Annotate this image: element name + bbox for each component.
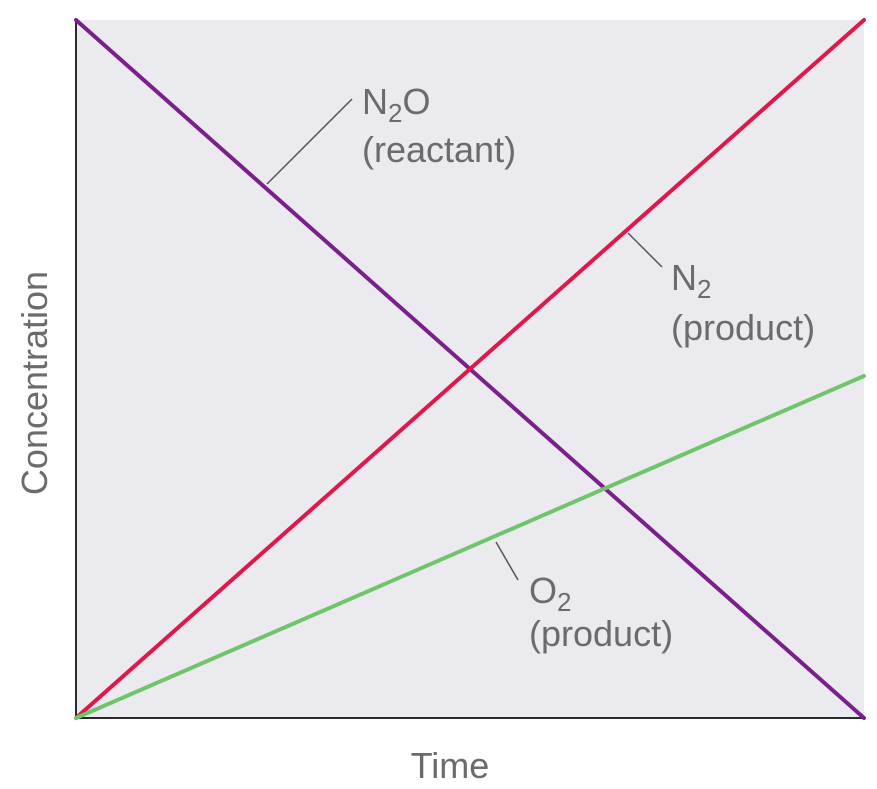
series-layer — [74, 18, 866, 720]
n2-leader-line — [627, 232, 663, 268]
n2o-label-tail: O — [402, 81, 430, 122]
n2o-leader-line — [266, 98, 353, 185]
y-axis-label: Concentration — [14, 271, 55, 495]
n2-series-line — [74, 18, 866, 720]
o2-series-line — [74, 374, 866, 720]
o2-leader-line — [495, 541, 519, 581]
o2-label-role: (product) — [529, 613, 673, 654]
n2-label-sub: 2 — [697, 274, 711, 304]
n2-label-main: N — [671, 257, 697, 298]
n2-label-role: (product) — [671, 307, 815, 348]
n2o-label-main: N — [362, 81, 388, 122]
n2o-label-role: (reactant) — [362, 129, 516, 170]
n2o-label: N2O — [362, 81, 430, 128]
n2-label: N2 — [671, 257, 711, 304]
x-axis-label: Time — [411, 745, 490, 786]
n2o-label-sub: 2 — [388, 98, 402, 128]
o2-label-sub: 2 — [557, 587, 571, 617]
o2-label-main: O — [529, 570, 557, 611]
o2-label: O2 — [529, 570, 571, 617]
